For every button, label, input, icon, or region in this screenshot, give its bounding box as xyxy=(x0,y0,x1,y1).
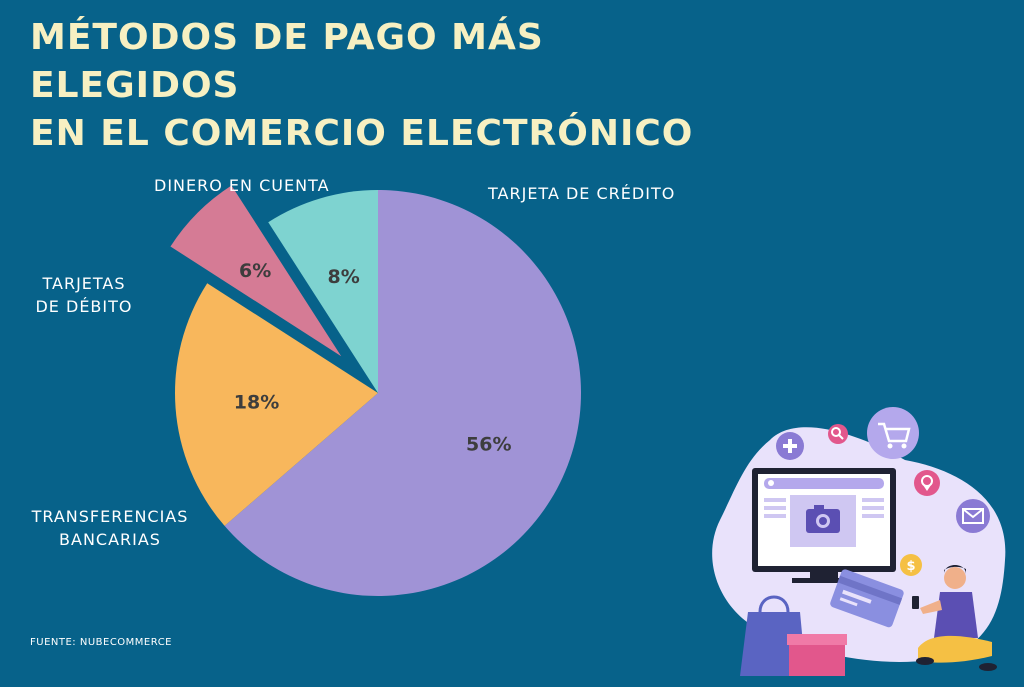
value-label-cuenta: 8% xyxy=(328,266,360,288)
ecommerce-illustration: $ xyxy=(712,407,1006,676)
value-label-debito: 6% xyxy=(239,260,271,282)
category-label-credit-card: TARJETA DE CRÉDITO xyxy=(488,184,676,203)
title-line-2: EN EL COMERCIO ELECTRÓNICO xyxy=(30,113,694,154)
location-pin-icon xyxy=(914,470,940,496)
value-label-credito: 56% xyxy=(466,434,511,456)
camera-icon xyxy=(806,505,840,533)
monitor xyxy=(752,468,896,583)
pie-value-labels: 56% 18% 6% 8% xyxy=(234,260,512,455)
credit-card-icon xyxy=(830,569,904,628)
category-label-account-money: DINERO EN CUENTA xyxy=(154,176,330,195)
value-label-transferencias: 18% xyxy=(234,392,279,414)
category-label-debit-cards: TARJETAS DE DÉBITO xyxy=(35,274,133,316)
shopping-cart-icon xyxy=(867,407,919,459)
pie-slice-debito xyxy=(170,185,342,357)
gift-box-icon xyxy=(787,634,847,676)
plus-icon xyxy=(776,432,804,460)
page-title: MÉTODOS DE PAGO MÁS ELEGIDOS EN EL COMER… xyxy=(30,14,750,158)
title-line-1: MÉTODOS DE PAGO MÁS ELEGIDOS xyxy=(30,17,544,106)
dollar-coin-icon: $ xyxy=(900,554,922,576)
pie-slice-transferencias xyxy=(175,283,378,526)
pie-chart: 56% 18% 6% 8% xyxy=(170,185,582,596)
category-label-bank-transfers: TRANSFERENCIAS BANCARIAS xyxy=(31,507,189,549)
pie-slice-cuenta xyxy=(268,190,378,393)
source-note: FUENTE: NUBECOMMERCE xyxy=(30,637,173,648)
pie-slices xyxy=(170,185,582,596)
search-icon xyxy=(828,424,848,444)
person-with-phone-icon xyxy=(912,565,997,671)
pie-slice-credito xyxy=(224,190,582,596)
svg-text:$: $ xyxy=(906,559,915,574)
mail-icon xyxy=(956,499,990,533)
